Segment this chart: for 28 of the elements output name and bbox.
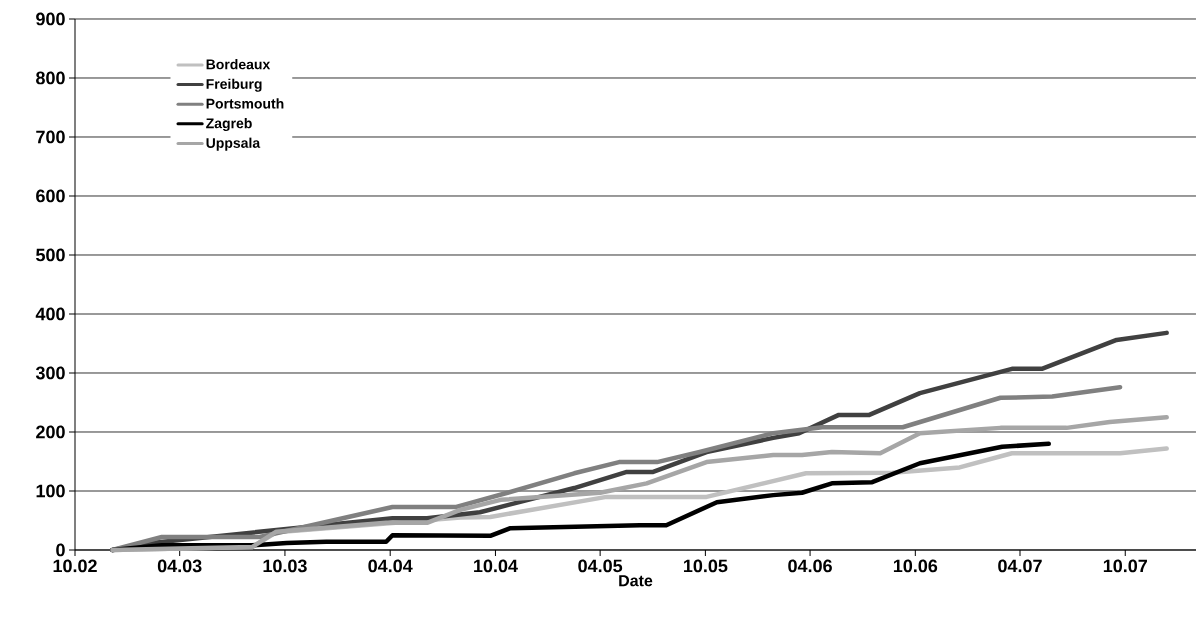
y-tick-label: 700 xyxy=(36,130,65,144)
legend-label: Portsmouth xyxy=(206,98,284,109)
legend-label: Bordeaux xyxy=(206,59,271,70)
y-tick-label: 500 xyxy=(36,248,65,262)
y-tick-label: 200 xyxy=(36,425,65,439)
x-tick-label: 10.03 xyxy=(263,559,307,573)
y-tick-label: 400 xyxy=(35,307,65,321)
x-tick-label: 10.06 xyxy=(893,559,938,573)
y-tick-label: 0 xyxy=(56,543,65,557)
x-tick-label: 04.03 xyxy=(157,559,202,573)
x-tick-label: 04.07 xyxy=(998,559,1042,573)
y-tick-label: 800 xyxy=(36,71,65,85)
x-tick-label: 10.04 xyxy=(474,559,518,573)
legend-label: Freiburg xyxy=(206,78,262,92)
y-tick-label: 100 xyxy=(36,484,65,498)
x-tick-label: 04.05 xyxy=(578,559,623,573)
y-tick-label: 300 xyxy=(35,366,65,380)
x-tick-label: 04.06 xyxy=(788,559,832,573)
x-tick-label: 04.04 xyxy=(368,559,413,573)
x-tick-label: 10.05 xyxy=(683,559,728,573)
legend-label: Uppsala xyxy=(206,137,261,151)
x-axis-title: Date xyxy=(619,575,653,587)
line-series xyxy=(110,415,1169,553)
legend-label: Zagreb xyxy=(206,117,252,132)
x-tick-label: 10.02 xyxy=(53,559,97,573)
x-tick-label: 10.07 xyxy=(1103,559,1147,573)
y-tick-label: 900 xyxy=(36,12,65,26)
y-tick-label: 600 xyxy=(36,189,65,203)
